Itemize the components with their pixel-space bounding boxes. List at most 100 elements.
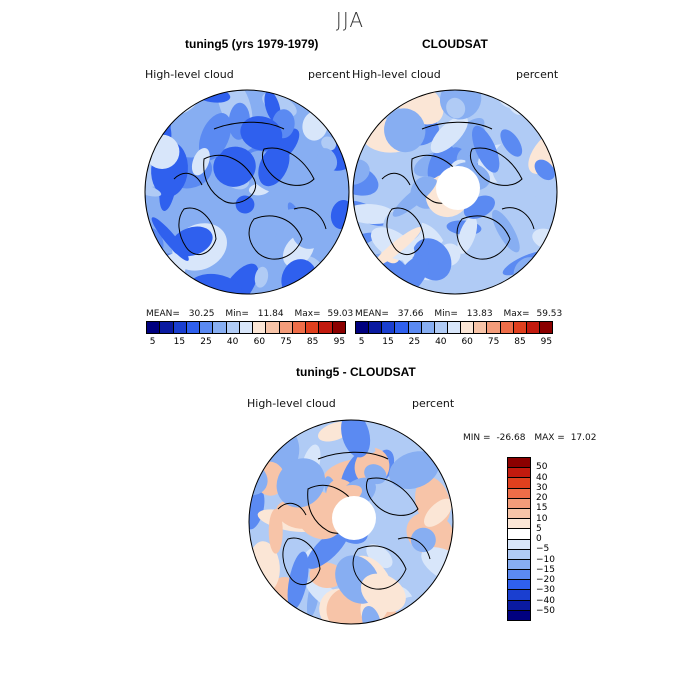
cloud-blob: [389, 451, 439, 490]
colorbar-swatch: [421, 322, 435, 333]
colorbar-tick-label: 25: [200, 337, 212, 347]
panel1-min-value: 11.84: [257, 309, 284, 319]
coastline: [421, 121, 493, 130]
coastline: [386, 207, 425, 255]
cloud-blob: [316, 148, 338, 172]
colorbar-swatch: [279, 322, 293, 333]
colorbar-tick-label: −40: [536, 595, 555, 606]
cloud-blob: [392, 178, 437, 217]
colorbar-swatch: [434, 322, 448, 333]
panel1-stats: MEAN= 30.25 Min= 11.84 Max= 59.03: [146, 309, 353, 319]
colorbar-tick-label: −20: [536, 575, 555, 585]
colorbar-swatch: [526, 322, 540, 333]
panel2-colorbar: [355, 321, 553, 334]
colorbar-swatch: [500, 322, 514, 333]
map-field: [145, 90, 349, 294]
coastline: [178, 207, 217, 255]
cloud-blob: [292, 220, 322, 249]
cloud-blob: [534, 159, 555, 181]
cloud-blob: [235, 195, 255, 214]
panel2-stats: MEAN= 37.66 Min= 13.83 Max= 59.53: [355, 309, 562, 319]
colorbar-swatch: [292, 322, 307, 333]
colorbar-swatch: [508, 529, 530, 540]
coastline: [352, 545, 407, 590]
colorbar-tick-label: 75: [280, 337, 292, 347]
coastline: [203, 154, 257, 204]
colorbar-swatch: [508, 508, 530, 520]
colorbar-swatch: [539, 322, 553, 333]
season-title: JJA: [335, 8, 365, 32]
colorbar-swatch: [508, 580, 530, 591]
colorbar-tick-label: −50: [536, 605, 555, 616]
colorbar-swatch: [173, 322, 187, 333]
map-boundary: [352, 89, 558, 295]
cloud-blob: [446, 97, 466, 119]
cloud-blob: [268, 508, 283, 554]
colorbar-swatch: [306, 322, 320, 333]
colorbar-swatch: [186, 322, 201, 333]
cloud-blob: [287, 551, 309, 610]
panel2-max-value: 59.53: [536, 309, 563, 319]
colorbar-tick-label: 20: [536, 493, 548, 503]
colorbar-swatch: [239, 322, 254, 333]
colorbar-tick-label: 60: [461, 337, 473, 347]
cloud-blob: [275, 227, 294, 243]
cloud-blob: [276, 458, 326, 508]
diff-title: tuning5 - CLOUDSAT: [296, 365, 416, 379]
cloud-blob: [198, 113, 232, 161]
colorbar-tick-label: −10: [536, 554, 555, 565]
panel1-units-label: percent: [308, 68, 351, 81]
panel1-max-label: Max=: [294, 309, 321, 319]
panel2-mean-value: 37.66: [397, 309, 424, 319]
colorbar-tick-label: 85: [306, 337, 319, 347]
cloud-blob: [500, 129, 523, 157]
cloud-blob: [213, 146, 256, 187]
colorbar-swatch: [226, 322, 240, 333]
coastline: [282, 537, 321, 585]
panel2-min-label: Min=: [434, 309, 458, 319]
cloud-blob: [151, 217, 189, 261]
diff-max-value: 17.02: [570, 433, 597, 443]
panel1-variable-label: High-level cloud: [145, 68, 234, 81]
cloud-blob: [254, 266, 269, 288]
panel2-title: CLOUDSAT: [422, 37, 488, 51]
diff-colorbar-ticks: 50 40 30 20 15 10 5 0 −5 −10 −15 −20 −30 −40 −50: [536, 457, 576, 621]
panel2-min-value: 13.83: [466, 309, 493, 319]
colorbar-swatch: [447, 322, 462, 333]
colorbar-tick-label: 5: [536, 523, 542, 534]
cloud-blob: [321, 136, 337, 151]
colorbar-swatch: [508, 458, 530, 469]
diff-min-value: -26.68: [496, 433, 526, 443]
panel2-variable-label: High-level cloud: [352, 68, 441, 81]
cloud-blob: [457, 216, 478, 254]
colorbar-swatch: [200, 322, 214, 333]
panel2-colorbar-ticks: 5 15 25 40 60 75 85 95: [355, 337, 553, 349]
colorbar-swatch: [508, 610, 530, 620]
colorbar-tick-label: 95: [540, 337, 553, 347]
panel1-title: tuning5 (yrs 1979-1979): [185, 37, 319, 51]
coastline: [501, 207, 535, 230]
colorbar-swatch: [508, 559, 530, 571]
cloud-blob: [430, 115, 468, 154]
coastline: [248, 215, 303, 260]
cloud-blob: [353, 277, 389, 294]
colorbar-tick-label: 40: [435, 337, 447, 347]
colorbar-tick-label: −30: [536, 585, 555, 596]
colorbar-tick-label: 60: [253, 337, 266, 347]
colorbar-swatch: [382, 322, 396, 333]
colorbar-tick-label: 95: [333, 337, 346, 347]
map-boundary: [248, 419, 454, 625]
cloud-blob: [360, 573, 406, 613]
colorbar-tick-label: 25: [408, 337, 421, 347]
colorbar-tick-label: 85: [514, 337, 526, 347]
cloud-blob: [145, 182, 162, 197]
coastline: [456, 215, 511, 260]
coastline: [469, 147, 523, 186]
cloud-blob: [258, 144, 290, 187]
cloud-blob: [309, 562, 344, 589]
diff-colorbar: [507, 457, 531, 621]
colorbar-swatch: [253, 322, 267, 333]
panel2-mean-label: MEAN=: [355, 309, 389, 319]
colorbar-swatch: [487, 322, 501, 333]
coastline: [317, 451, 389, 460]
